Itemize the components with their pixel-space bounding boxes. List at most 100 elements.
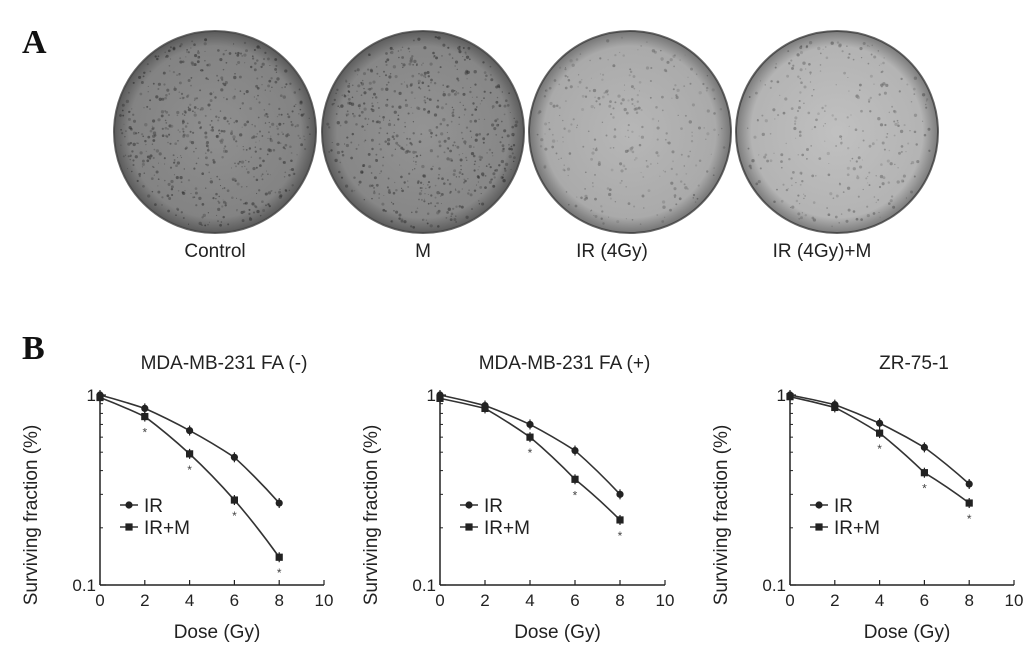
- legend-label: IR: [144, 496, 163, 517]
- y-axis-label: Surviving fraction (%): [21, 425, 42, 606]
- data-point: [275, 553, 283, 561]
- data-point: [571, 475, 579, 483]
- legend-label: IR+M: [834, 518, 880, 539]
- significance-asterisk: *: [142, 426, 147, 440]
- data-point: [786, 393, 794, 401]
- colony-plates-photo: [113, 30, 939, 234]
- y-tick-label: 0.1: [72, 576, 96, 595]
- x-tick-label: 6: [920, 591, 929, 610]
- legend-label: IR+M: [484, 518, 530, 539]
- x-tick-label: 4: [875, 591, 884, 610]
- plate-label-m: M: [415, 241, 431, 262]
- significance-asterisk: *: [877, 442, 882, 456]
- significance-asterisk: *: [187, 463, 192, 477]
- data-point: [571, 446, 579, 455]
- data-point: [965, 499, 973, 507]
- x-axis-label: Dose (Gy): [514, 622, 601, 643]
- x-tick-label: 8: [274, 591, 283, 610]
- chart-1: MDA-MB-231 FA (-) 0 2 4 6 8 10 0.1 1 Dose (Gy) Sur…: [21, 353, 333, 643]
- data-point: [230, 453, 238, 461]
- y-tick-label: 1: [87, 386, 96, 405]
- significance-asterisk: *: [573, 488, 578, 502]
- x-tick-label: 8: [615, 591, 624, 610]
- data-point: [876, 419, 884, 427]
- series-ir: [786, 390, 973, 490]
- data-point: [616, 490, 624, 498]
- significance-asterisk: *: [277, 566, 282, 580]
- data-point: [186, 426, 194, 435]
- x-tick-label: 0: [785, 591, 794, 610]
- panel-b-letter: B: [22, 330, 45, 367]
- plate-control: [113, 30, 317, 234]
- data-point: [526, 420, 534, 429]
- x-tick-label: 2: [830, 591, 839, 610]
- chart-title: ZR-75-1: [879, 353, 949, 374]
- data-point: [831, 403, 839, 412]
- y-tick-label: 1: [427, 386, 436, 405]
- series-ir-m: [786, 391, 973, 509]
- data-point: [526, 433, 534, 441]
- legend-label: IR: [484, 496, 503, 517]
- data-point: [481, 404, 489, 413]
- data-point: [436, 394, 444, 402]
- y-tick-label: 1: [777, 386, 786, 405]
- chart-2: MDA-MB-231 FA (+) 0 2 4 6 8 10 0.1 1 Dose (Gy) Sur…: [361, 353, 674, 643]
- x-tick-label: 4: [185, 591, 194, 610]
- significance-asterisk: *: [967, 512, 972, 526]
- y-axis-label: Surviving fraction (%): [361, 425, 382, 606]
- x-tick-label: 0: [435, 591, 444, 610]
- chart-title: MDA-MB-231 FA (-): [141, 353, 308, 374]
- data-point: [876, 429, 884, 437]
- data-point: [141, 412, 149, 421]
- x-tick-label: 6: [570, 591, 579, 610]
- legend-marker: [125, 523, 133, 531]
- x-tick-label: 2: [140, 591, 149, 610]
- plate-m: [321, 30, 525, 234]
- plate-ir-4gy-m: [735, 30, 939, 234]
- plate-ir-4gy: [528, 30, 732, 234]
- data-point: [230, 496, 238, 504]
- significance-asterisk: *: [618, 529, 623, 543]
- series-ir-m: [436, 393, 624, 525]
- x-tick-label: 10: [315, 591, 334, 610]
- x-tick-label: 4: [525, 591, 534, 610]
- legend-marker: [815, 501, 823, 509]
- x-axis-label: Dose (Gy): [864, 622, 951, 643]
- x-tick-label: 10: [656, 591, 675, 610]
- series-line: [789, 394, 970, 485]
- legend-marker: [465, 523, 473, 531]
- x-tick-label: 0: [95, 591, 104, 610]
- data-point: [616, 516, 624, 524]
- chart-3: ZR-75-1 0 2 4 6 8 10 0.1 1 Dose (Gy) Surviving fra…: [711, 353, 1023, 643]
- legend-marker: [465, 501, 473, 509]
- y-axis-label: Surviving fraction (%): [711, 425, 732, 606]
- significance-asterisk: *: [528, 446, 533, 460]
- panel-a-letter: A: [22, 24, 47, 61]
- series-ir: [436, 390, 624, 500]
- legend-label: IR: [834, 496, 853, 517]
- x-tick-label: 10: [1005, 591, 1024, 610]
- y-tick-label: 0.1: [412, 576, 436, 595]
- plate-label-control: Control: [184, 241, 246, 262]
- data-point: [186, 450, 194, 458]
- legend-label: IR+M: [144, 518, 190, 539]
- plate-label-ir-4gy-m: IR (4Gy)+M: [772, 241, 872, 262]
- significance-asterisk: *: [232, 509, 237, 523]
- series-ir-m: [96, 392, 283, 563]
- x-axis-label: Dose (Gy): [174, 622, 261, 643]
- legend-marker: [815, 523, 823, 531]
- y-tick-label: 0.1: [762, 576, 786, 595]
- chart-title: MDA-MB-231 FA (+): [479, 353, 651, 374]
- data-point: [920, 469, 928, 477]
- x-tick-label: 8: [964, 591, 973, 610]
- data-point: [965, 480, 973, 488]
- legend-marker: [125, 501, 133, 509]
- data-point: [275, 499, 283, 507]
- series-line: [439, 394, 621, 495]
- x-tick-label: 2: [480, 591, 489, 610]
- plate-label-ir-4gy: IR (4Gy): [576, 241, 648, 262]
